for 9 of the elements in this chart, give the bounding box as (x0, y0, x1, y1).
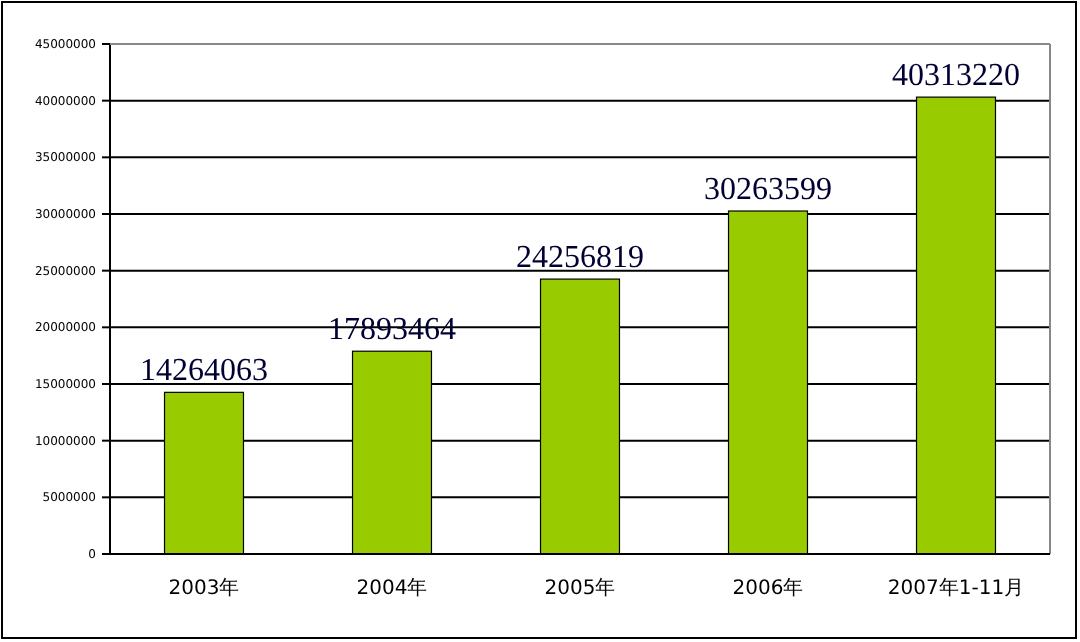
x-tick-label: 2007年1-11月 (887, 576, 1025, 600)
data-label: 40313220 (892, 59, 1020, 94)
x-tick-label: 2006年 (732, 576, 804, 600)
data-label: 24256819 (516, 241, 644, 276)
data-label: 30263599 (704, 173, 832, 208)
data-label: 14264063 (140, 354, 268, 389)
x-tick-label: 2005年 (544, 576, 616, 600)
x-tick-label: 2003年 (168, 576, 240, 600)
x-tick-label: 2004年 (356, 576, 428, 600)
